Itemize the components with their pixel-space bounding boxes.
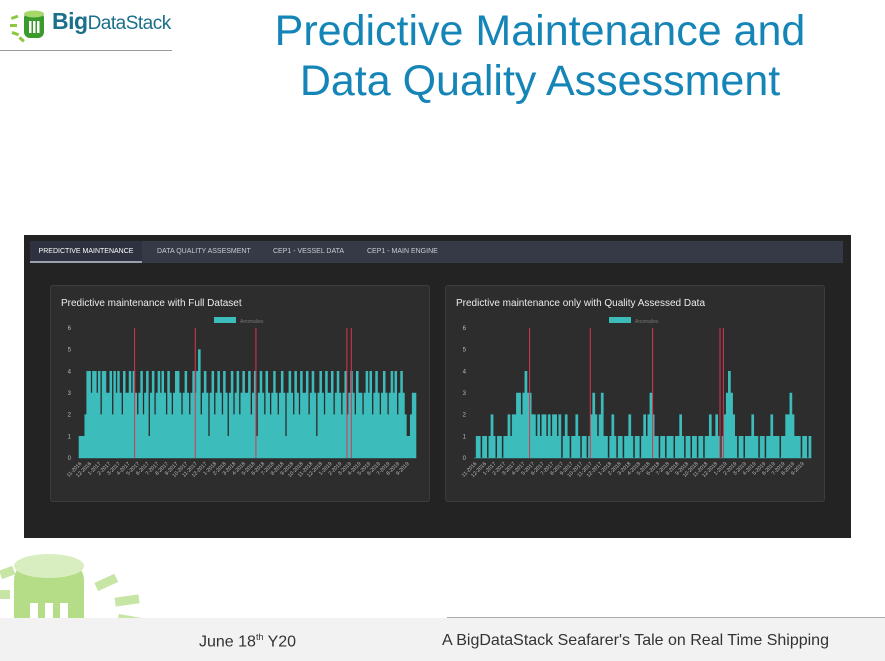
y-tick-label: 2 (68, 413, 72, 419)
chart-title: Predictive maintenance only with Quality… (456, 298, 706, 309)
chart-quality-assessed: Anomalies012345611-201612-20161-20172-20… (461, 317, 812, 479)
tab-data-quality-assessment[interactable]: DATA QUALITY ASSESMENT (157, 248, 251, 255)
y-tick-label: 5 (463, 348, 467, 354)
y-tick-label: 4 (68, 369, 72, 375)
footer-divider (447, 617, 885, 618)
tab-bar: PREDICTIVE MAINTENANCE DATA QUALITY ASSE… (30, 241, 843, 263)
chart-panel-quality-assessed: Anomalies 0 1 2 3 4 5 6 11-2016 12-2016 1-2017 2-20… (445, 285, 825, 502)
series-area-anomalies (474, 371, 812, 459)
legend-label: Anomalies (240, 319, 264, 325)
footer-date: June 18th Y20 (199, 632, 297, 651)
logo-divider (0, 50, 172, 51)
tab-predictive-maintenance[interactable]: PREDICTIVE MAINTENANCE (30, 241, 142, 263)
y-tick-label: 0 (68, 456, 72, 462)
series-area-anomalies (78, 349, 417, 459)
logo-wordmark: BigDataStack (52, 8, 171, 34)
y-tick-label: 0 (463, 456, 467, 462)
y-tick-label: 3 (68, 391, 72, 397)
y-tick-label: 5 (68, 348, 72, 354)
y-tick-label: 6 (68, 326, 72, 332)
chart-title: Predictive maintenance with Full Dataset (61, 298, 242, 309)
chart-panel-full-dataset: Anomalies 0 1 2 3 4 5 6 11-2016 12-2016 1-2017 2-20… (50, 285, 430, 502)
y-tick-label: 1 (68, 434, 72, 440)
footer-tagline: A BigDataStack Seafarer's Tale on Real T… (442, 632, 829, 649)
bigdatastack-logo-icon (10, 10, 44, 43)
tab-cep1-vessel-data[interactable]: CEP1 - VESSEL DATA (273, 248, 345, 255)
y-tick-label: 1 (463, 434, 467, 440)
y-tick-label: 2 (463, 413, 467, 419)
slide-title: Predictive Maintenance and Data Quality … (205, 6, 875, 106)
slide-title-line-1: Predictive Maintenance and (274, 7, 806, 55)
y-tick-label: 3 (463, 391, 467, 397)
legend-swatch (214, 317, 236, 323)
tab-cep1-main-engine[interactable]: CEP1 - MAIN ENGINE (367, 248, 438, 255)
chart-full-dataset: Anomalies012345611-201612-20161-20172-20… (66, 317, 417, 479)
y-tick-label: 4 (463, 369, 467, 375)
y-tick-label: 6 (463, 326, 467, 332)
legend-label: Anomalies (635, 319, 659, 325)
slide-title-line-2: Data Quality Assessment (299, 57, 781, 105)
footer-bar (0, 618, 885, 661)
legend-swatch (609, 317, 631, 323)
